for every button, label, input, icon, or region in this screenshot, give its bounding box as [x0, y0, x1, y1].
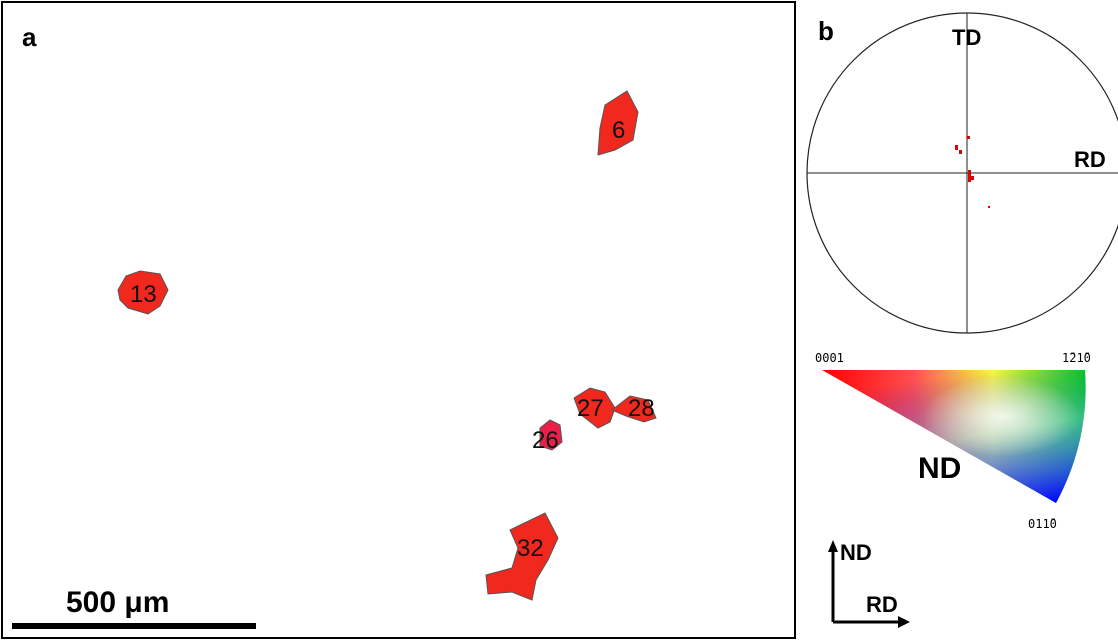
- grain-label: 13: [130, 281, 157, 308]
- grain-label: 32: [517, 535, 544, 562]
- grains: [117, 90, 657, 601]
- grain-label: 6: [612, 117, 625, 144]
- grain: [573, 387, 616, 429]
- ipf-triangle: [822, 370, 1086, 503]
- pole-points: [955, 136, 990, 208]
- grain-label: 28: [628, 395, 655, 422]
- ipf-corner-label: 011̄0: [1028, 517, 1057, 531]
- grain: [611, 395, 657, 423]
- pole-point: [988, 206, 990, 208]
- pole-point: [955, 145, 958, 150]
- axes-icon: [828, 540, 910, 628]
- axis-label: RD: [866, 592, 898, 617]
- axis-label: ND: [840, 540, 872, 565]
- ipf-label: ND: [918, 452, 961, 485]
- panel-a-frame: [1, 1, 796, 639]
- panel-label: a: [22, 22, 37, 52]
- pole-point: [968, 170, 971, 182]
- ipf-corner-label: 1̄21̄0: [1062, 351, 1091, 365]
- pole-figure-label: RD: [1074, 147, 1106, 172]
- grain-label: 26: [532, 427, 559, 454]
- pole-point: [959, 150, 962, 154]
- pole-point: [967, 136, 970, 139]
- scale-bar-label: 500 μm: [66, 586, 169, 619]
- grain: [485, 512, 559, 601]
- grain: [539, 419, 563, 451]
- grain: [117, 270, 169, 315]
- panel-label: b: [818, 16, 834, 46]
- grain: [597, 90, 639, 156]
- pole-figure-label: TD: [952, 25, 981, 50]
- grain-label: 27: [577, 395, 604, 422]
- pole-point: [971, 176, 974, 180]
- ipf-corner-label: 0001: [815, 351, 844, 365]
